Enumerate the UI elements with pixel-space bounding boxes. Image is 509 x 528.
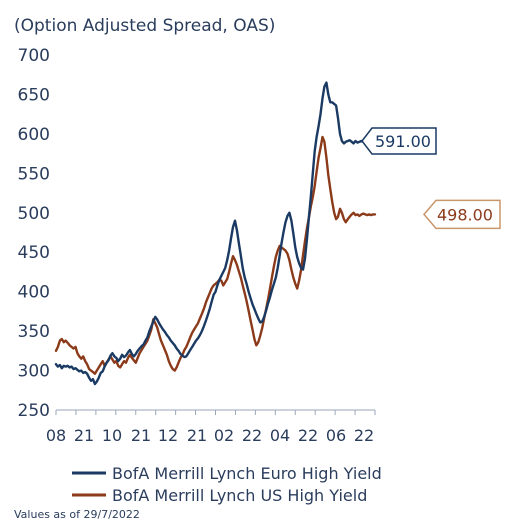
end-value-callouts: 591.00 498.00 — [361, 127, 501, 230]
series-layer — [54, 81, 377, 386]
values-date-note: Values as of 29/7/2022 — [14, 508, 140, 521]
y-tick-label: 700 — [18, 46, 50, 66]
legend: BofA Merrill Lynch Euro High Yield BofA … — [72, 464, 382, 505]
x-tick-label: 21 — [131, 426, 151, 445]
euro-end-value-box — [361, 127, 437, 155]
x-tick-label: 04 — [270, 426, 290, 445]
series-line-euro-hy — [54, 81, 377, 386]
us-end-value-box — [423, 199, 501, 230]
y-tick-label: 650 — [18, 85, 50, 105]
y-tick-label: 250 — [18, 401, 50, 421]
y-tick-label: 400 — [18, 283, 50, 303]
series-line-us-hy — [54, 135, 377, 375]
y-tick-label: 600 — [18, 125, 50, 145]
x-tick-label: 02 — [214, 426, 234, 445]
y-tick-label: 550 — [18, 164, 50, 184]
us-end-value-label: 498.00 — [437, 205, 493, 224]
y-tick-label: 350 — [18, 322, 50, 342]
euro-end-value-label: 591.00 — [375, 132, 431, 151]
x-tick-label: 21 — [187, 426, 207, 445]
y-tick-label: 500 — [18, 204, 50, 224]
x-tick-label: 10 — [102, 426, 122, 445]
y-tick-label: 450 — [18, 243, 50, 263]
legend-label-euro: BofA Merrill Lynch Euro High Yield — [112, 464, 382, 483]
chart-title: (Option Adjusted Spread, OAS) — [14, 16, 275, 36]
x-axis: 08 21 10 21 12 21 02 22 04 22 06 22 — [46, 409, 376, 445]
x-tick-label: 08 — [46, 426, 66, 445]
x-tick-label: 12 — [158, 426, 178, 445]
x-tick-label: 21 — [74, 426, 94, 445]
legend-label-us: BofA Merrill Lynch US High Yield — [112, 486, 367, 505]
x-tick-label: 22 — [242, 426, 262, 445]
x-tick-label: 22 — [354, 426, 374, 445]
y-tick-label: 300 — [18, 362, 50, 382]
y-axis: 250 300 350 400 450 500 550 600 650 700 — [18, 46, 50, 421]
x-tick-label: 06 — [326, 426, 346, 445]
x-tick-label: 22 — [298, 426, 318, 445]
